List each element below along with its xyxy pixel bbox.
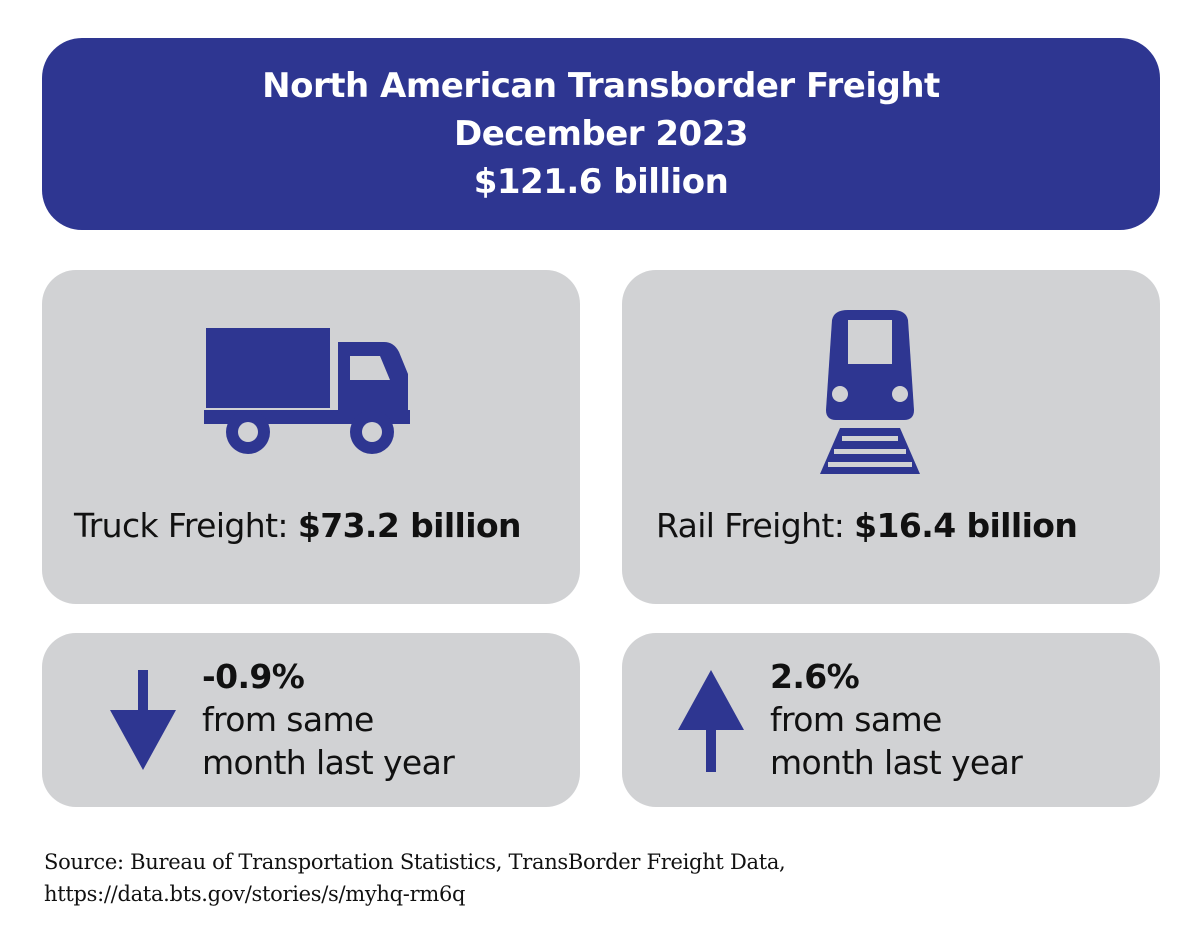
truck-freight-value: $73.2 billion: [297, 506, 522, 545]
period-label: December 2023: [453, 114, 749, 154]
train-icon: [820, 310, 920, 474]
rail-freight-label: Rail Freight: $16.4 billion: [656, 506, 1078, 545]
truck-change-percent: -0.9%: [202, 657, 305, 696]
rail-change-text: 2.6% from same month last year: [770, 657, 1023, 782]
truck-freight-label: Truck Freight: $73.2 billion: [74, 506, 522, 545]
arrow-up-icon: [678, 670, 744, 772]
truck-freight-card: [42, 270, 580, 604]
header-banner: North American Transborder Freight Decem…: [42, 38, 1160, 230]
source-line: Source: Bureau of Transportation Statist…: [44, 850, 786, 874]
page-title: North American Transborder Freight: [262, 66, 940, 106]
source-note: Source: Bureau of Transportation Statist…: [44, 846, 1164, 910]
truck-icon: [204, 328, 410, 454]
arrow-down-icon: [110, 670, 176, 770]
rail-freight-value: $16.4 billion: [854, 506, 1078, 545]
total-value: $121.6 billion: [473, 162, 729, 202]
rail-change-percent: 2.6%: [770, 657, 860, 696]
source-url: https://data.bts.gov/stories/s/myhq-rm6q: [44, 882, 466, 906]
truck-change-text: -0.9% from same month last year: [202, 657, 455, 782]
